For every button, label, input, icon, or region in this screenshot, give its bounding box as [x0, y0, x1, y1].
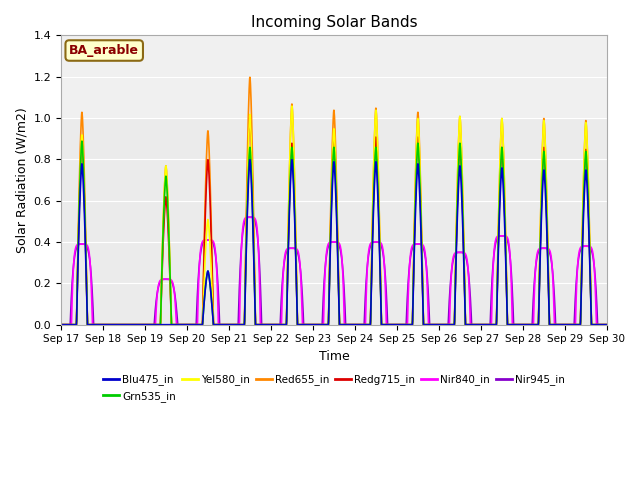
Blu475_in: [603, 322, 611, 327]
Title: Incoming Solar Bands: Incoming Solar Bands: [251, 15, 417, 30]
Red655_in: [377, 281, 385, 287]
Nir945_in: [198, 242, 206, 248]
Yel580_in: [429, 322, 437, 327]
Line: Yel580_in: Yel580_in: [61, 106, 607, 324]
Red655_in: [57, 322, 65, 327]
Red655_in: [429, 322, 437, 327]
Red655_in: [246, 74, 254, 80]
Grn535_in: [198, 322, 206, 327]
Yel580_in: [59, 322, 67, 327]
Redg715_in: [246, 114, 253, 120]
Nir840_in: [198, 240, 206, 245]
Nir945_in: [59, 322, 67, 327]
Blu475_in: [588, 322, 596, 327]
Redg715_in: [377, 286, 385, 292]
Blu475_in: [429, 322, 437, 327]
Nir840_in: [246, 215, 253, 220]
Nir945_in: [57, 322, 65, 327]
Yel580_in: [377, 281, 385, 287]
Legend: Blu475_in, Grn535_in, Yel580_in, Red655_in, Redg715_in, Nir840_in, Nir945_in: Blu475_in, Grn535_in, Yel580_in, Red655_…: [99, 371, 569, 406]
Grn535_in: [603, 322, 611, 327]
Yel580_in: [601, 322, 609, 327]
X-axis label: Time: Time: [319, 350, 349, 363]
Nir840_in: [429, 322, 437, 327]
Nir840_in: [588, 247, 596, 252]
Grn535_in: [57, 322, 65, 327]
Redg715_in: [588, 322, 596, 327]
Grn535_in: [377, 288, 385, 294]
Redg715_in: [601, 322, 609, 327]
Nir840_in: [603, 322, 611, 327]
Grn535_in: [588, 322, 596, 327]
Red655_in: [588, 322, 596, 327]
Line: Blu475_in: Blu475_in: [61, 160, 607, 324]
Nir945_in: [246, 215, 253, 220]
Redg715_in: [57, 322, 65, 327]
Nir945_in: [603, 322, 611, 327]
Grn535_in: [59, 322, 67, 327]
Line: Grn535_in: Grn535_in: [61, 141, 607, 324]
Nir945_in: [601, 322, 609, 327]
Blu475_in: [198, 322, 206, 327]
Yel580_in: [588, 322, 596, 327]
Grn535_in: [429, 322, 437, 327]
Yel580_in: [57, 322, 65, 327]
Nir945_in: [429, 322, 437, 327]
Grn535_in: [78, 138, 86, 144]
Bar: [61, 36, 607, 118]
Redg715_in: [59, 322, 67, 327]
Nir945_in: [588, 250, 596, 255]
Blu475_in: [57, 322, 65, 327]
Line: Nir945_in: Nir945_in: [61, 217, 607, 324]
Line: Red655_in: Red655_in: [61, 77, 607, 324]
Redg715_in: [198, 322, 206, 327]
Nir840_in: [377, 240, 385, 246]
Yel580_in: [288, 103, 296, 109]
Yel580_in: [603, 322, 611, 327]
Text: BA_arable: BA_arable: [69, 44, 140, 57]
Nir840_in: [59, 322, 67, 327]
Yel580_in: [198, 322, 206, 327]
Grn535_in: [601, 322, 609, 327]
Blu475_in: [377, 291, 385, 297]
Red655_in: [59, 322, 67, 327]
Blu475_in: [601, 322, 609, 327]
Blu475_in: [246, 157, 253, 163]
Nir840_in: [601, 322, 609, 327]
Line: Nir840_in: Nir840_in: [61, 217, 607, 324]
Red655_in: [601, 322, 609, 327]
Red655_in: [198, 322, 206, 327]
Line: Redg715_in: Redg715_in: [61, 117, 607, 324]
Redg715_in: [603, 322, 611, 327]
Y-axis label: Solar Radiation (W/m2): Solar Radiation (W/m2): [15, 107, 28, 253]
Nir840_in: [57, 322, 65, 327]
Redg715_in: [429, 322, 437, 327]
Red655_in: [603, 322, 611, 327]
Nir945_in: [377, 241, 385, 247]
Blu475_in: [59, 322, 67, 327]
